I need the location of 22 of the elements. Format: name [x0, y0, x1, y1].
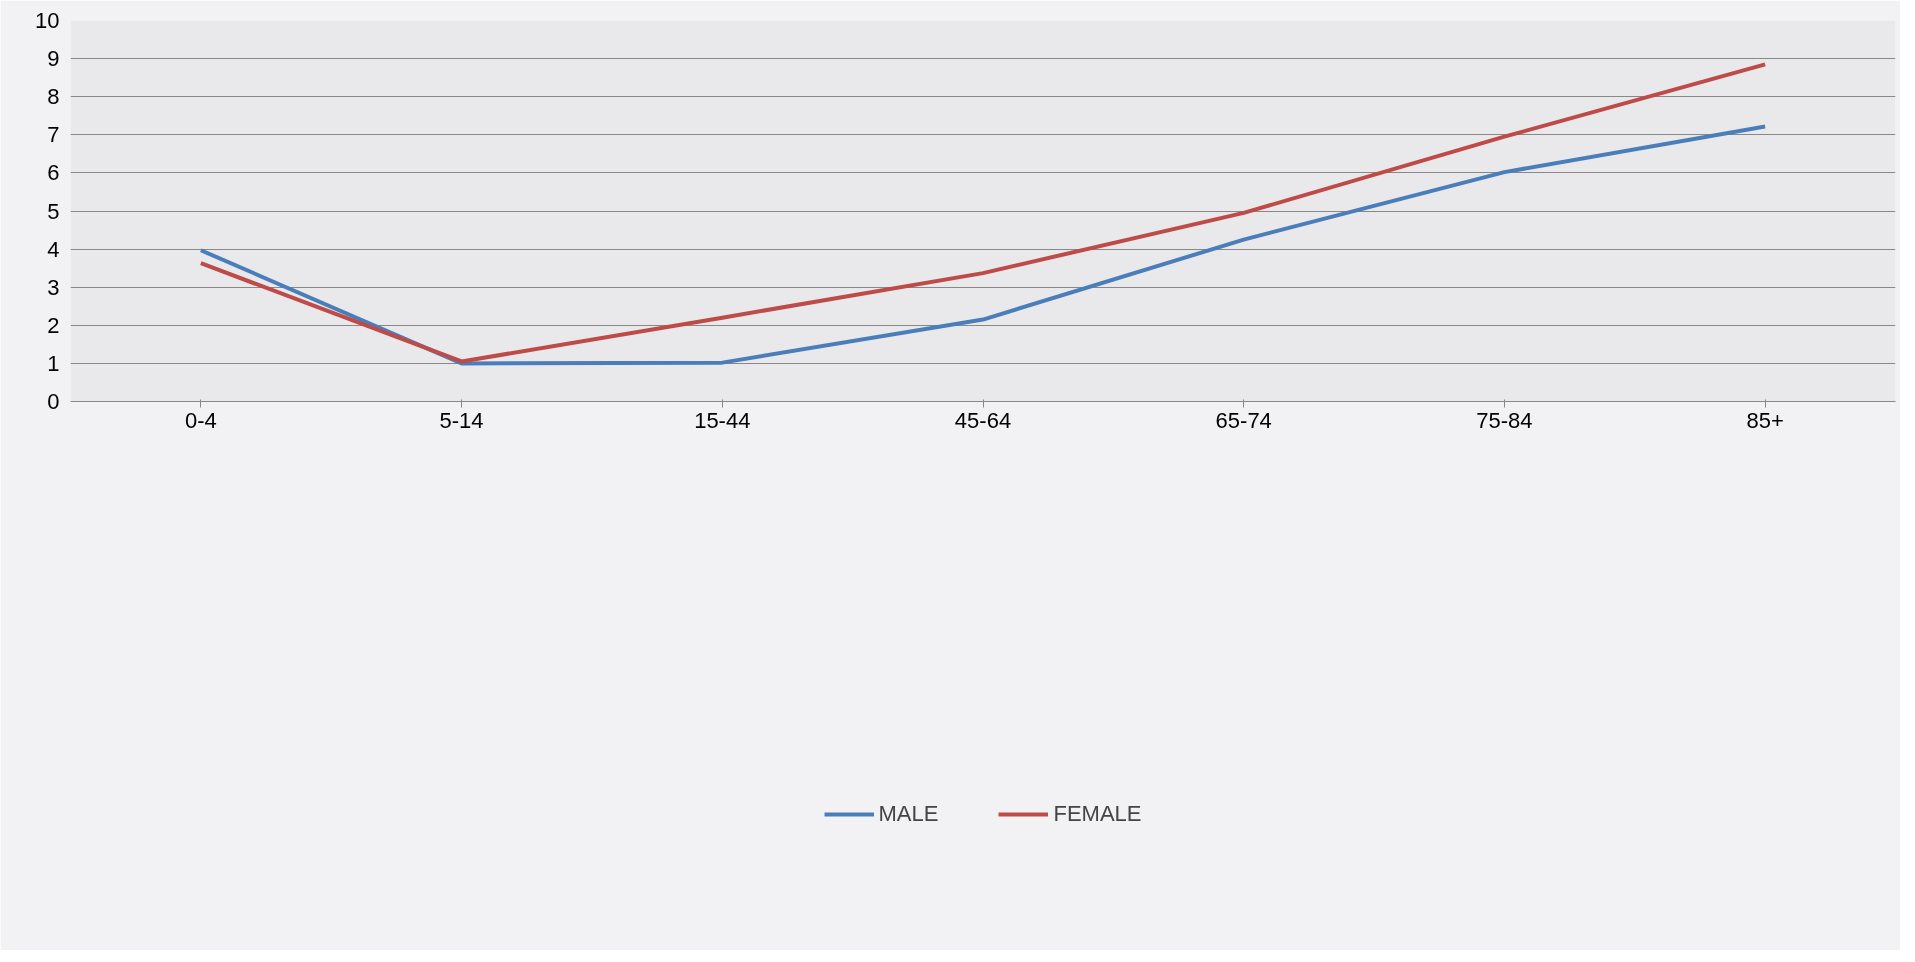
x-tick-label: 85+: [1746, 407, 1784, 433]
x-tick-label: 0-4: [184, 407, 217, 433]
y-tick-label: 9: [47, 46, 60, 72]
x-tick-label: 5-14: [439, 407, 484, 433]
x-tick-label: 15-44: [694, 407, 751, 433]
y-tick-label: 8: [47, 84, 60, 110]
line-series: [198, 62, 1768, 364]
legend-label: FEMALE: [1053, 800, 1142, 827]
y-tick-label: 6: [47, 160, 60, 186]
y-tick-label: 0: [47, 389, 60, 414]
y-tick-label: 5: [47, 198, 60, 224]
y-tick-label: 7: [47, 122, 60, 148]
legend-label: MALE: [878, 800, 939, 827]
y-tick-label: 1: [47, 350, 60, 376]
x-tick-label: 65-74: [1215, 407, 1272, 433]
y-tick-label: 10: [35, 8, 60, 33]
y-tick-label: 2: [47, 312, 60, 338]
y-tick-label: 3: [47, 274, 60, 300]
y-tick-label: 4: [47, 236, 60, 262]
x-tick-label: 75-84: [1476, 407, 1533, 433]
x-tick-label: 45-64: [954, 407, 1012, 433]
line-series: [198, 124, 1768, 366]
